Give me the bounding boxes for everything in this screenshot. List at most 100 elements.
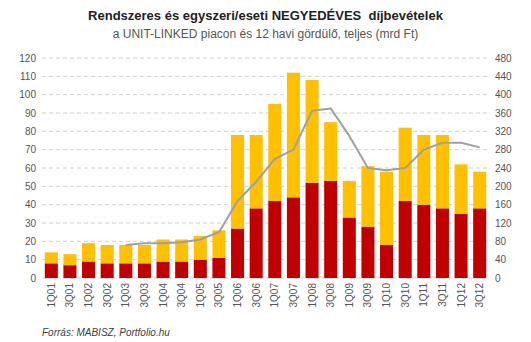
bar (250, 208, 263, 278)
grid-line (42, 76, 489, 77)
x-tick-label: 3Q05 (213, 283, 224, 308)
x-tick-label: 1Q01 (46, 283, 57, 308)
x-tick-label: 3Q06 (251, 283, 262, 308)
bar (212, 258, 225, 278)
y2-tick-label: 40 (495, 254, 507, 265)
y2-tick-label: 360 (495, 108, 512, 119)
bar (82, 243, 95, 261)
bar (324, 122, 337, 181)
bar (175, 262, 188, 279)
bar (231, 229, 244, 279)
bar (194, 260, 207, 278)
bar (399, 201, 412, 278)
subtitle: a UNIT-LINKED piacon és 12 havi gördülő,… (113, 27, 418, 41)
y-tick-label: 90 (25, 108, 37, 119)
bar (119, 263, 132, 278)
x-tick-label: 3Q09 (362, 283, 373, 308)
y-tick-label: 50 (25, 181, 37, 192)
y-tick-label: 120 (19, 53, 36, 64)
y2-tick-label: 160 (495, 199, 512, 210)
bar (250, 135, 263, 208)
y2-tick-label: 320 (495, 126, 512, 137)
y-tick-label: 40 (25, 199, 37, 210)
bar (268, 201, 281, 278)
bar (138, 245, 151, 263)
y-tick-label: 60 (25, 163, 37, 174)
y2-tick-label: 120 (495, 218, 512, 229)
y-tick-label: 10 (25, 254, 37, 265)
bar (306, 80, 319, 183)
bar-series (45, 73, 486, 266)
y-tick-label: 110 (20, 71, 36, 82)
plot-area (45, 73, 486, 278)
y2-tick-label: 280 (495, 144, 512, 155)
bar (436, 208, 449, 278)
y2-tick-label: 440 (495, 71, 512, 82)
bar (268, 104, 281, 201)
bar (455, 214, 468, 278)
x-tick-label: 3Q08 (325, 283, 336, 308)
bar (473, 208, 486, 278)
bar (361, 227, 374, 278)
x-tick-label: 3Q07 (288, 283, 299, 308)
x-tick-label: 1Q05 (195, 283, 206, 308)
bar (63, 254, 76, 265)
bar (287, 197, 300, 278)
x-tick-label: 1Q09 (344, 283, 355, 308)
grid-line (42, 131, 489, 132)
title: Rendszeres és egyszeri/eseti NEGYEDÉVES … (88, 8, 444, 23)
x-tick-label: 3Q02 (102, 283, 113, 308)
bar (436, 135, 449, 208)
x-tick-label: 1Q07 (269, 283, 280, 308)
bar (361, 166, 374, 227)
bar (324, 181, 337, 278)
grid (42, 58, 489, 278)
bar (380, 245, 393, 278)
grid-line (42, 94, 489, 95)
bar (417, 205, 430, 278)
y-tick-label: 70 (25, 144, 37, 155)
x-tick-label: 3Q01 (64, 283, 75, 308)
y2-tick-label: 480 (495, 53, 512, 64)
x-tick-label: 1Q08 (307, 283, 318, 308)
bar (417, 135, 430, 205)
grid-line (42, 113, 489, 114)
bar (380, 172, 393, 245)
x-tick-label: 1Q02 (83, 283, 94, 308)
bar (157, 262, 170, 279)
grid-line (42, 58, 489, 59)
bar (231, 135, 244, 229)
bar (45, 252, 58, 263)
bar (138, 263, 151, 278)
x-tick-label: 3Q03 (139, 283, 150, 308)
source: Forrás: MABISZ, Portfolio.hu (42, 327, 170, 338)
bar (455, 164, 468, 214)
x-tick-label: 1Q12 (456, 283, 467, 308)
y2-tick-label: 0 (495, 273, 501, 284)
bar (287, 73, 300, 198)
y-tick-label: 30 (25, 218, 37, 229)
bar (343, 181, 356, 218)
x-tick-label: 3Q12 (474, 283, 485, 308)
bar (82, 262, 95, 279)
x-tick-label: 3Q11 (437, 283, 448, 307)
bar (45, 263, 58, 278)
x-tick-label: 3Q04 (176, 283, 187, 308)
x-tick-label: 1Q04 (158, 283, 169, 308)
y-tick-label: 80 (25, 126, 37, 137)
chart: Rendszeres és egyszeri/eseti NEGYEDÉVES … (0, 0, 531, 342)
x-tick-label: 1Q11 (418, 283, 429, 307)
bar (101, 263, 114, 278)
x-tick-label: 1Q03 (120, 283, 131, 308)
y2-tick-label: 240 (495, 163, 512, 174)
x-tick-label: 1Q10 (381, 283, 392, 308)
y-tick-label: 0 (30, 273, 36, 284)
bar (343, 218, 356, 279)
line (126, 108, 480, 245)
y2-tick-label: 200 (495, 181, 512, 192)
y-tick-label: 100 (19, 89, 36, 100)
bar (473, 172, 486, 209)
bar (63, 265, 76, 278)
bar (119, 245, 132, 263)
y2-tick-label: 80 (495, 236, 507, 247)
